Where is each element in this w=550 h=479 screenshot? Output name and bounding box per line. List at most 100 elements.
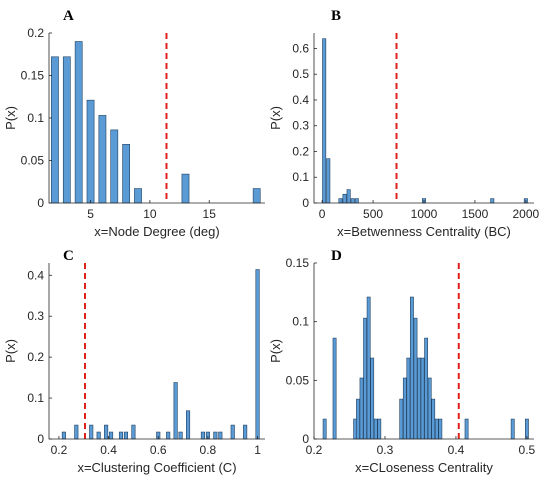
panel-b-bar [326,158,331,204]
panel-d-y-tick-label: 0.1 [292,315,309,329]
panel-a-y-tick-label: 0.05 [21,154,45,168]
panel-c-bar [123,431,129,440]
panel-c-y-tick-label: 0.3 [27,309,44,323]
panel-b-y-tick-label: 0.4 [292,93,309,107]
panel-c-bar [178,431,183,440]
panel-d-bar [510,418,515,440]
panel-d-x-axis-label: x=CLoseness Centrality [355,460,493,475]
panel-c-bar [61,431,66,440]
panel-b: B 0 500 1000 1500 2000 0 0.1 0.2 0.3 0.4 0.5 0.6 x=B… [268,8,540,239]
panel-c-x-tick-label: 1 [254,443,261,457]
panel-b-y-tick-label: 0.6 [292,41,309,55]
panel-c-bar [186,410,191,440]
panel-d-bar [402,377,407,440]
panel-d-bar [434,418,439,440]
panel-c-letter: C [63,248,74,264]
panel-b-plot: 0 500 1000 1500 2000 0 0.1 0.2 0.3 0.4 0.5 0.6 x=Bet… [268,33,540,239]
panel-b-y-tick-label: 0.2 [292,144,309,158]
panel-d-bar [363,317,367,440]
panel-a-y-tick-label: 0.2 [27,26,44,40]
panel-a-bar [74,41,83,204]
panel-a-x-tick-label: 10 [143,207,157,221]
panel-c-bar [89,424,94,440]
panel-a-bar [181,173,190,204]
panel-d-bar [406,357,411,440]
panel-b-x-axis-label: x=Betwenness Centrality (BC) [337,224,511,239]
panel-d-bar [377,418,382,440]
panel-b-bar [346,189,351,204]
panel-a-bar [62,56,71,204]
panel-a-bar [122,144,131,204]
panel-c-bar [166,431,171,440]
panel-c-x-tick-label: 0.8 [200,443,217,457]
panel-c-axes [48,263,265,440]
panel-d-bar [322,418,327,440]
panel-d-bar [424,337,429,440]
panel-a-y-axis-label: P(x) [3,106,18,130]
panel-d-bar [420,357,425,440]
panel-a-bar [98,115,107,204]
panel-d-bar [410,296,414,440]
panel-d-x-tick-label: 0.2 [306,443,323,457]
panel-d-bar [431,398,436,440]
panel-a-letter: A [63,8,74,24]
panel-a-x-axis-label: x=Node Degree (deg) [94,224,219,239]
panel-c-y-tick-label: 0.1 [27,391,44,405]
panel-b-y-tick-label: 0.1 [292,170,309,184]
panel-b-bar [490,198,495,204]
panel-b-y-tick-label: 0.3 [292,119,309,133]
panel-c-y-tick-label: 0.2 [27,350,44,364]
panel-b-y-tick-label: 0.5 [292,67,309,81]
panel-b-bar [350,198,355,204]
panel-d-y-tick-label: 0.15 [286,256,310,270]
panel-a-x-tick-label: 15 [203,207,217,221]
panel-c-y-tick-label: 0.4 [27,268,44,282]
panel-d: D 0.2 0.3 0.4 0.5 0 0.05 0.1 0.15 x=CLoseness Ce… [268,248,536,475]
panel-c-x-tick-label: 0.6 [150,443,167,457]
panel-c-plot: 0.2 0.4 0.6 0.8 1 0 0.1 0.2 0.3 0.4 x=Clustering C… [3,263,265,475]
panel-c-y-tick-label: 0 [37,432,44,446]
panel-a-y-tick-label: 0 [37,196,44,210]
panel-d-y-tick-label: 0.05 [286,373,310,387]
panel-d-bar [366,296,371,440]
panel-c-bar [243,424,248,440]
panel-d-bar [399,398,404,440]
panel-a-x-tick-label: 5 [87,207,94,221]
panel-c-bar [200,431,205,440]
panel-d-bar [417,357,421,440]
panel-c-y-axis-label: P(x) [3,339,18,363]
panel-d-x-tick-label: 0.5 [519,443,536,457]
panel-b-letter: B [331,8,341,24]
panel-c-bar [74,424,79,440]
panel-c: C 0.2 0.4 0.6 0.8 1 0 0.1 0.2 0.3 0.4 x=Clustering… [3,248,265,475]
panel-c-bar [173,382,178,440]
panel-c-bar [104,424,109,440]
panel-a-y-tick-label: 0.15 [21,69,45,83]
panel-b-x-tick-label: 500 [363,207,383,221]
panel-a-plot: 5 10 15 0 0.05 0.1 0.15 0.2 x=Node Degree (deg) P… [3,26,265,239]
panel-d-plot: 0.2 0.3 0.4 0.5 0 0.05 0.1 0.15 x=CLoseness Cent… [268,256,536,475]
panel-a-bar [51,56,59,204]
panel-b-y-tick-label: 0 [302,196,309,210]
panel-b-bar [342,193,347,204]
panel-d-bar [356,398,360,440]
panel-d-bar [359,377,364,440]
panel-a-bar [134,188,142,204]
panel-d-x-tick-label: 0.3 [377,443,394,457]
panel-b-x-tick-label: 1000 [411,207,438,221]
panel-b-y-axis-label: P(x) [268,106,283,130]
panel-c-bar [118,431,124,440]
panel-c-bar [218,431,223,440]
panel-d-bar [413,317,418,440]
panel-c-bar [131,424,136,440]
panel-d-y-axis-label: P(x) [268,339,283,363]
panel-c-bar [255,269,260,440]
panel-b-axes [313,33,534,204]
panel-c-bar [230,424,235,440]
panel-b-bar [338,198,343,204]
panel-b-x-tick-label: 1500 [462,207,489,221]
panel-a-bar [86,99,95,204]
panel-a-bar [252,188,261,204]
panel-b-bar [322,38,327,204]
